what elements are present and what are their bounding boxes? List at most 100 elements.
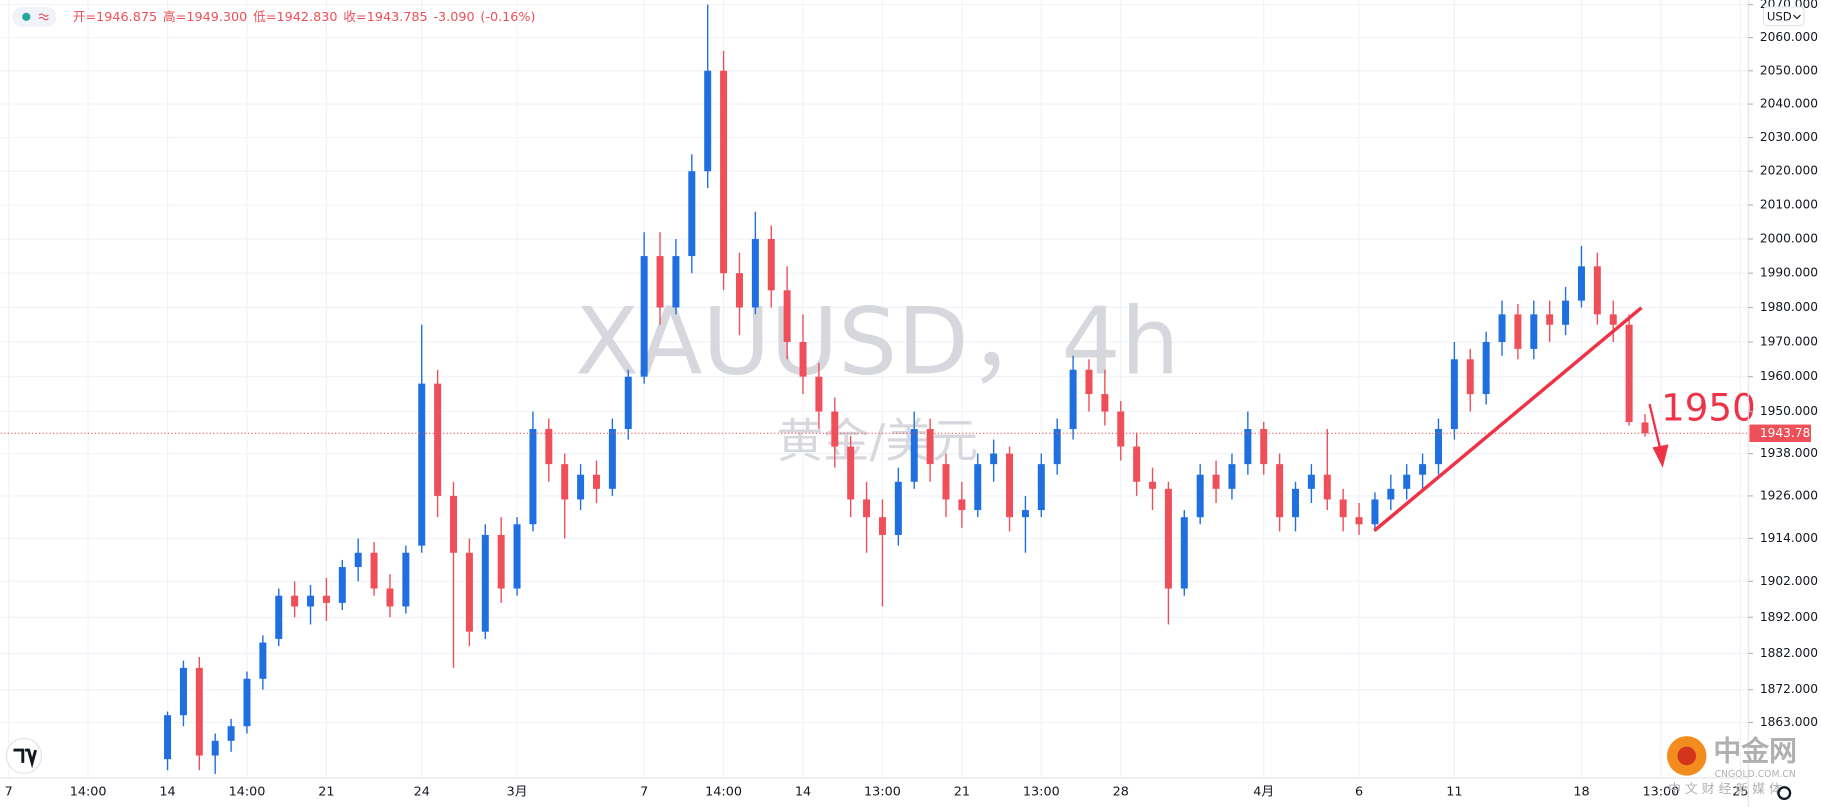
grid [0, 0, 1749, 778]
candle-body [1482, 341, 1490, 395]
candle-body [370, 552, 378, 589]
trend-line [1373, 306, 1643, 532]
y-tick-label: 1914.000 [1760, 531, 1818, 545]
brand-tagline: 中 文 财 经 新 媒 体 [1668, 781, 1782, 797]
legend: 开=1946.875 高=1949.300 低=1942.830 收=1943.785… [73, 9, 536, 25]
candle-body [704, 70, 712, 172]
candle-body [1530, 314, 1538, 349]
candle-body [1546, 314, 1554, 325]
y-tick-label: 1872.000 [1760, 682, 1818, 696]
y-tick-label: 2060.000 [1760, 30, 1818, 44]
x-tick-label: 28 [1113, 784, 1129, 799]
y-tick-label: 1892.000 [1760, 610, 1818, 624]
candle-body [243, 678, 251, 727]
settings-icon[interactable] [1777, 786, 1792, 801]
candle-body [275, 595, 283, 639]
y-tick-label: 2030.000 [1760, 130, 1818, 144]
down-arrow [1648, 403, 1669, 468]
status-dot [22, 12, 31, 21]
candle-body [561, 464, 569, 500]
candle-body [1562, 300, 1570, 325]
legend-item: (-0.16%) [480, 10, 535, 25]
currency-caret [1793, 14, 1801, 20]
y-tick-label: 1882.000 [1760, 646, 1818, 660]
candle-body [1101, 394, 1109, 412]
candle-body [211, 740, 219, 756]
candle-body [1292, 488, 1299, 518]
candle-body [1641, 422, 1649, 434]
x-tick-label: 14 [159, 784, 175, 799]
candle-body [1307, 474, 1315, 489]
candle-body [481, 534, 489, 632]
x-tick-label: 3月 [507, 784, 528, 799]
x-tick-label: 14:00 [705, 784, 742, 799]
candle-body [259, 642, 267, 679]
x-tick-label: 14 [795, 784, 811, 799]
candle-body [815, 376, 823, 412]
watermark-subtitle: 黄金/美元 [777, 414, 978, 468]
candle-body [291, 595, 299, 607]
candle-body [624, 376, 632, 430]
tv-logo-mark [13, 748, 37, 769]
candle-body [1180, 517, 1188, 589]
candle-body [1133, 446, 1141, 482]
candle-body [1244, 429, 1252, 465]
candle-body [354, 552, 362, 568]
candle-body [497, 534, 505, 589]
candle-body [164, 715, 172, 760]
candle-body [990, 453, 998, 465]
candle-body [958, 499, 966, 511]
candle-body [863, 499, 871, 518]
x-tick-label: 13:00 [1023, 784, 1060, 799]
candle-body [1053, 429, 1061, 465]
y-tick-label: 1970.000 [1760, 334, 1818, 348]
candle-body [926, 429, 934, 465]
y-tick-label: 2040.000 [1760, 97, 1818, 111]
brand-name: 中金网 [1713, 734, 1797, 767]
legend-item: 开=1946.875 [73, 10, 157, 25]
x-tick-label: 11 [1446, 784, 1462, 799]
legend-item: 高=1949.300 [163, 9, 247, 25]
y-tick-label: 1980.000 [1760, 300, 1818, 314]
y-tick-label: 1990.000 [1760, 266, 1818, 280]
candle-body [672, 256, 680, 308]
candle-body [1228, 464, 1236, 489]
candle-body [640, 256, 648, 377]
candle-body [1577, 266, 1585, 301]
x-tick-label: 14:00 [229, 784, 266, 799]
y-tick-label: 2010.000 [1760, 198, 1818, 212]
y-tick-label: 1902.000 [1760, 574, 1818, 588]
candle-body [1196, 474, 1204, 518]
legend-item: 收=1943.785 [343, 10, 427, 25]
candle-body [195, 667, 203, 756]
candle-body [1593, 266, 1601, 315]
x-tick-label: 25 [1732, 784, 1748, 799]
candle-body [1403, 474, 1411, 489]
y-tick-label: 1950.000 [1760, 404, 1818, 418]
candle-body [783, 290, 791, 342]
x-tick-label: 18 [1573, 784, 1589, 799]
candle-body [656, 256, 664, 308]
candle-body [307, 595, 315, 607]
y-tick-label: 2000.000 [1760, 232, 1818, 246]
x-tick-label: 13:00 [864, 784, 901, 799]
y-tick-label: 1960.000 [1760, 369, 1818, 383]
candle-body [592, 474, 600, 489]
candle-body [1609, 314, 1617, 325]
candle-body [1212, 474, 1220, 489]
y-tick-label: 1926.000 [1760, 488, 1818, 502]
y-tick-label: 1863.000 [1760, 715, 1818, 729]
status-pill[interactable] [12, 6, 57, 27]
candle-body [735, 273, 743, 308]
candle-body [974, 464, 982, 511]
candle-body [227, 726, 235, 741]
y-tick-label: 2050.000 [1760, 63, 1818, 77]
candle-body [1149, 481, 1157, 489]
currency: USD [1767, 9, 1792, 23]
candle-body [402, 552, 410, 607]
candle-body [608, 429, 616, 489]
currency-button[interactable] [1762, 6, 1805, 27]
candle-body [179, 667, 187, 716]
annotation: 1950 [1661, 386, 1756, 429]
candle-body [1085, 369, 1093, 395]
